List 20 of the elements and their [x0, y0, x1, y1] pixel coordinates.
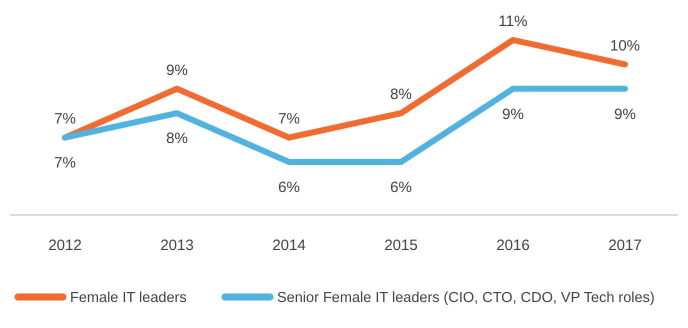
- legend-label: Female IT leaders: [70, 290, 187, 306]
- legend-label: Senior Female IT leaders (CIO, CTO, CDO, VP Tech roles): [277, 290, 655, 306]
- x-tick-label: 2013: [160, 237, 194, 254]
- data-label: 10%: [610, 37, 640, 54]
- x-tick-label: 2014: [272, 237, 306, 254]
- data-label: 7%: [54, 154, 76, 172]
- data-label: 7%: [278, 110, 300, 128]
- data-label: 8%: [166, 130, 188, 148]
- data-label: 9%: [166, 62, 188, 79]
- data-label: 9%: [502, 106, 524, 123]
- data-label: 7%: [54, 110, 76, 128]
- data-label: 8%: [390, 86, 412, 104]
- data-label: 11%: [498, 13, 528, 30]
- x-tick-label: 2012: [48, 237, 82, 254]
- data-label: 6%: [390, 179, 412, 196]
- x-tick-label: 2017: [608, 237, 642, 254]
- data-label: 6%: [278, 179, 300, 196]
- x-tick-label: 2016: [496, 237, 530, 254]
- data-label: 9%: [614, 106, 636, 123]
- x-tick-label: 2015: [384, 237, 418, 254]
